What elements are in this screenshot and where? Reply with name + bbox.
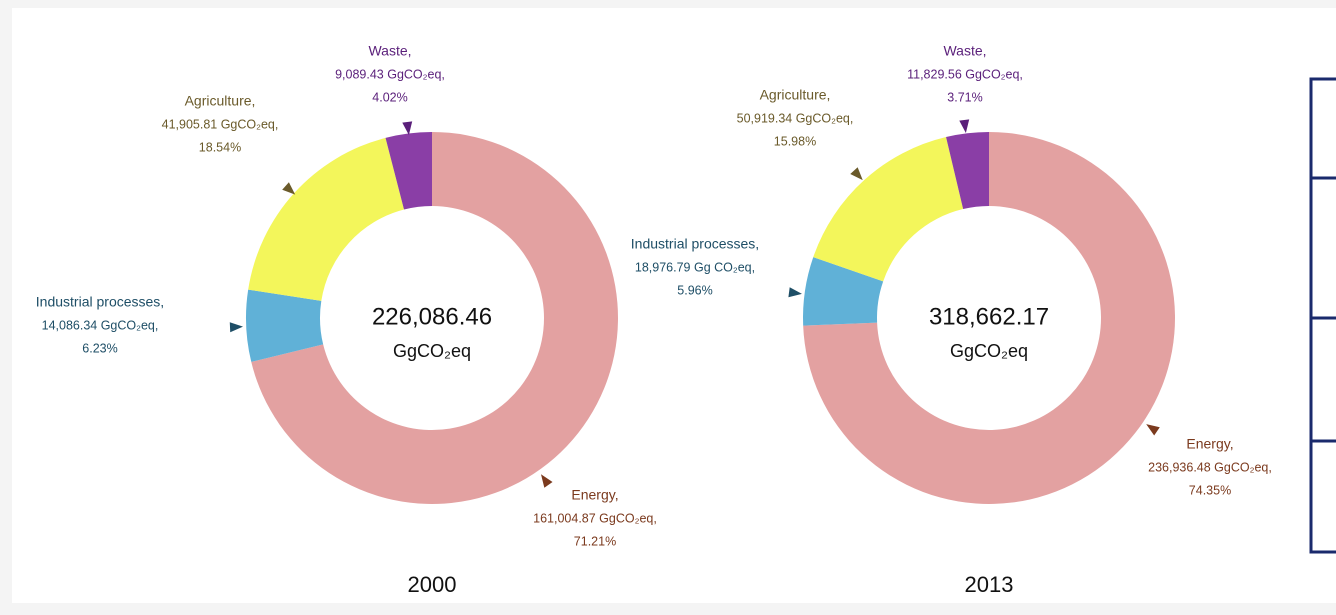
donut-slice [946,132,989,210]
slice-percent: 71.21% [574,534,616,548]
label-arrow [229,322,243,333]
slice-name: Waste, [943,43,986,59]
slice-name: Agriculture, [185,93,256,109]
slice-amount: 236,936.48 GgCO₂eq, [1148,460,1272,474]
slice-percent: 15.98% [774,134,816,148]
chart-title: 2013 [965,572,1014,597]
slice-amount: 50,919.34 GgCO₂eq, [737,111,854,125]
slice-percent: 18.54% [199,140,241,154]
donut-slice [248,137,405,301]
label-arrow [959,119,970,133]
slice-percent: 4.02% [372,90,407,104]
donut-slice [246,289,324,362]
donut-slice [803,257,884,326]
donut-slice [251,132,618,504]
slice-name: Energy, [571,487,618,503]
donut-slice [813,137,964,282]
center-unit: GgCO₂eq [393,341,471,361]
donut-slice [385,132,432,210]
slice-name: Industrial processes, [36,294,164,310]
label-arrow [788,287,802,298]
slice-name: Energy, [1186,436,1233,452]
slice-amount: 41,905.81 GgCO₂eq, [162,117,279,131]
label-arrow [402,121,413,135]
slice-percent: 6.23% [82,341,117,355]
box-frame [1309,77,1336,554]
side-box [1309,77,1336,554]
label-arrow [1146,424,1160,436]
slice-percent: 74.35% [1189,483,1231,497]
slice-amount: 161,004.87 GgCO₂eq, [533,511,657,525]
center-total: 318,662.17 [929,303,1049,330]
label-arrow [540,474,553,488]
slice-amount: 11,829.56 GgCO₂eq, [907,67,1023,81]
slice-amount: 14,086.34 GgCO₂eq, [42,318,159,332]
center-unit: GgCO₂eq [950,341,1028,361]
slice-percent: 3.71% [947,90,982,104]
slice-amount: 9,089.43 GgCO₂eq, [335,67,445,81]
slice-amount: 18,976.79 Gg CO₂eq, [635,260,755,274]
center-total: 226,086.46 [372,303,492,330]
label-arrow [850,167,863,181]
slice-name: Agriculture, [760,87,831,103]
chart-title: 2000 [408,572,457,597]
donut-slice [803,132,1176,504]
slice-name: Industrial processes, [631,236,759,252]
slice-percent: 5.96% [677,283,712,297]
slice-name: Waste, [368,43,411,59]
label-arrow [282,182,296,195]
